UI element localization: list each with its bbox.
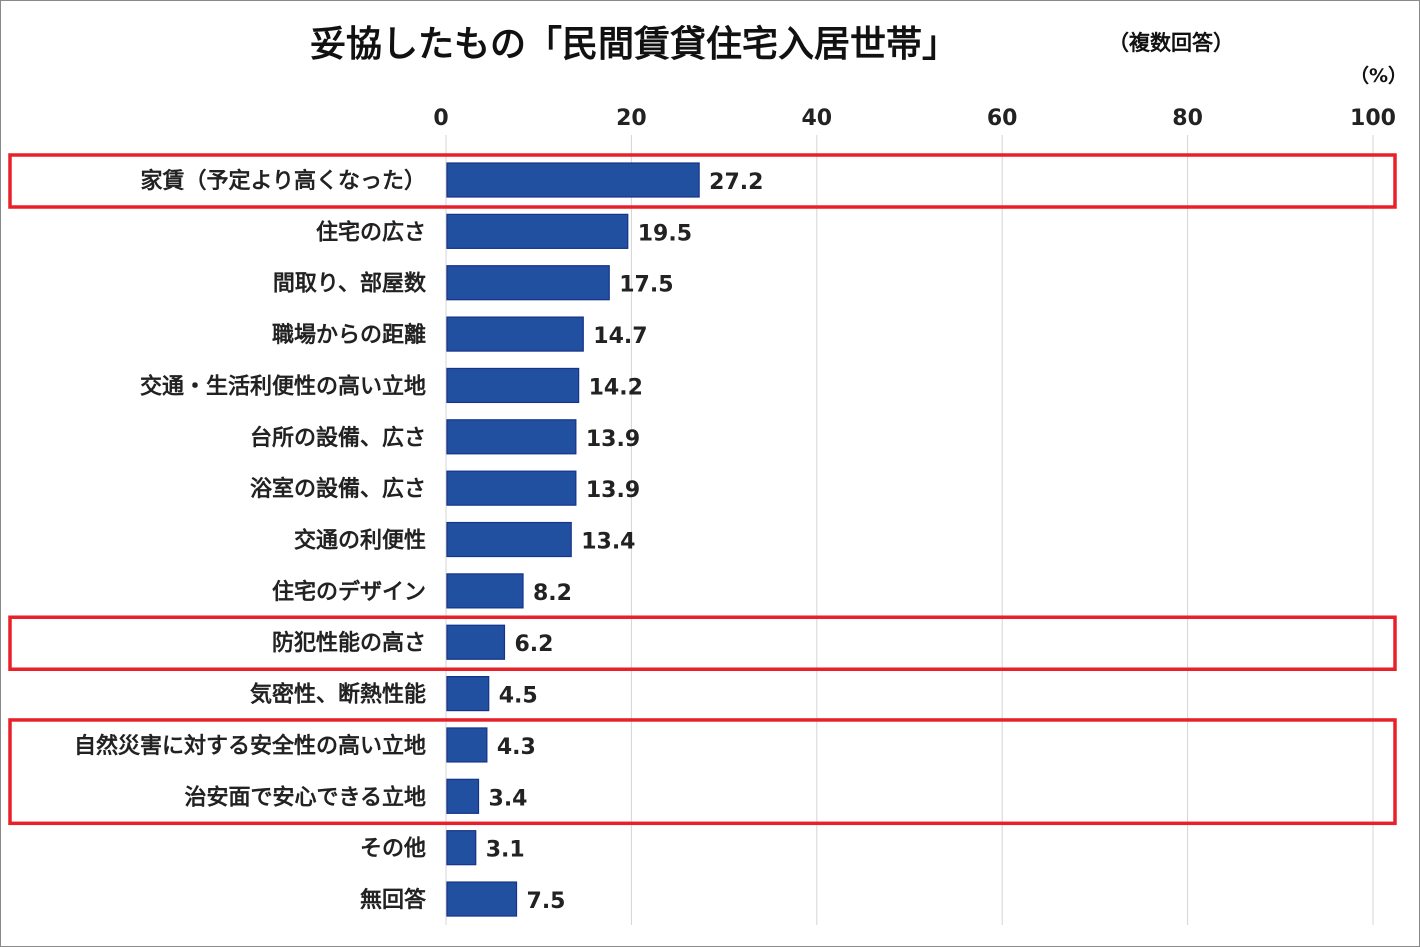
data-label: 14.7 [593,324,647,349]
category-label: 治安面で安心できる立地 [184,784,426,810]
highlight-box [8,718,1397,826]
bar [446,367,580,404]
category-label: 交通・生活利便性の高い立地 [140,373,426,399]
data-label: 27.2 [709,170,763,195]
data-label: 19.5 [638,221,692,246]
category-label: その他 [360,837,426,862]
highlight-box [8,615,1397,671]
bar [446,265,610,301]
data-label: 13.9 [586,478,640,503]
data-label: 3.1 [486,838,525,863]
bar [446,316,584,352]
category-label: 防犯性能の高さ [272,630,426,656]
data-label: 13.4 [581,530,635,555]
bar [446,162,700,198]
data-label: 4.3 [497,735,536,760]
x-tick-label: 0 [433,106,448,131]
category-label: 浴室の設備、広さ [250,476,426,502]
chart-title: 妥協したもの「民間賃貸住宅入居世帯」 [310,23,958,65]
bar [446,675,490,712]
category-label: 自然災害に対する安全性の高い立地 [74,733,426,759]
bar [446,470,577,506]
data-label: 14.2 [589,375,643,400]
bar [446,419,577,455]
category-label: 交通の利便性 [294,528,426,554]
chart-subtitle: （複数回答） [1108,31,1234,55]
data-label: 3.4 [489,786,528,811]
data-label: 4.5 [499,684,538,709]
data-label: 6.2 [514,632,553,657]
bar [446,830,477,866]
highlight-box [8,153,1397,209]
bar [446,213,629,249]
x-tick-label: 80 [1172,106,1203,131]
category-label: 住宅のデザイン [272,579,426,605]
x-tick-label: 20 [616,106,647,131]
category-label: 台所の設備、広さ [250,425,426,451]
category-label: 無回答 [360,887,427,913]
category-label: 間取り、部屋数 [273,271,427,297]
data-label: 17.5 [619,273,673,298]
bar [446,727,488,763]
bar [446,881,518,917]
category-label: 住宅の広さ [316,219,426,245]
x-tick-label: 100 [1350,106,1396,131]
x-tick-label: 40 [801,106,832,131]
bar [446,778,480,814]
category-label: 家賃（予定より高くなった） [140,168,426,194]
category-label: 職場からの距離 [272,322,426,348]
bar [446,573,524,609]
x-tick-label: 60 [987,106,1018,131]
data-label: 13.9 [586,427,640,452]
category-label: 気密性、断熱性能 [250,682,426,708]
data-label: 7.5 [527,889,566,914]
data-label: 8.2 [533,581,572,606]
bar [446,521,572,558]
bar [446,624,506,660]
unit-label: （%） [1350,64,1407,87]
